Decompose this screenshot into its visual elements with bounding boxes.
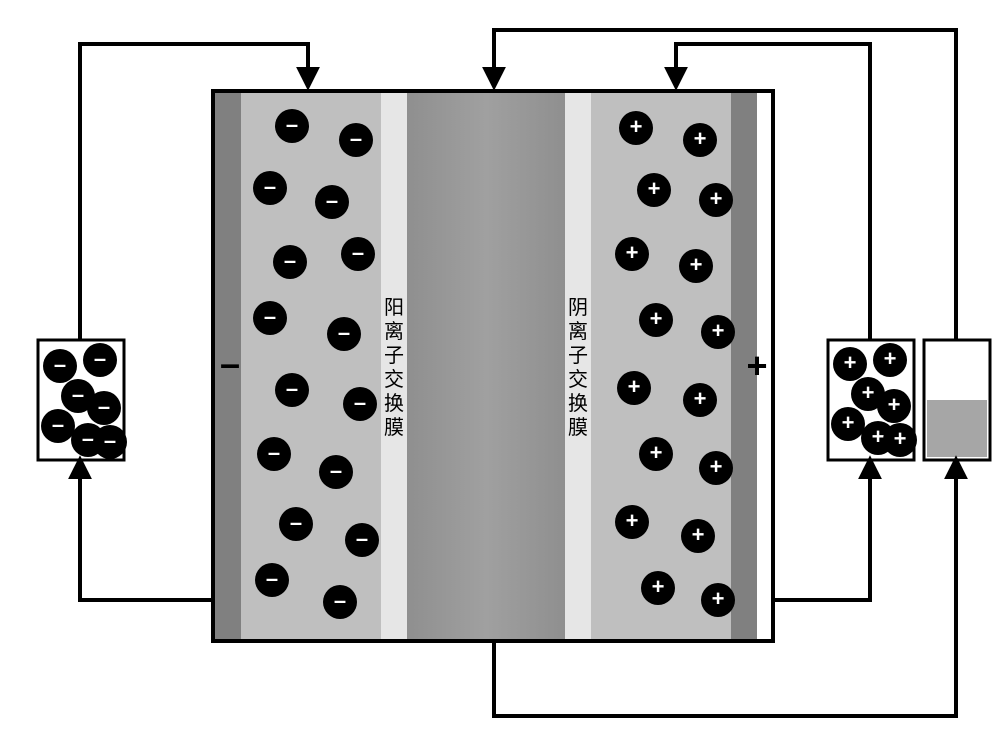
svg-text:+: + [710,186,723,211]
anion-6: – [253,301,287,335]
cation-0: + [619,111,653,145]
svg-text:–: – [326,188,338,213]
svg-text:–: – [52,412,64,437]
cation-2: + [637,173,671,207]
svg-text:–: – [266,566,278,591]
anion-8: – [275,373,309,407]
svg-text:+: + [888,392,901,417]
cation-10: + [639,437,673,471]
svg-text:+: + [694,126,707,151]
svg-text:–: – [352,240,364,265]
mid-tank-ion-3: + [831,407,865,441]
svg-text:–: – [334,588,346,613]
cation-15: + [701,583,735,617]
mid-tank-ion-6: + [883,423,917,457]
mid-tank-ion-4: + [877,389,911,423]
cation-12: + [615,505,649,539]
svg-text:+: + [872,424,885,449]
svg-text:–: – [338,320,350,345]
pipe-3 [773,460,870,600]
left-tank-ion-6: – [93,425,127,459]
svg-text:+: + [650,306,663,331]
svg-text:–: – [82,426,94,451]
left-tank-ion-0: – [43,349,77,383]
mid-tank-ion-1: + [873,343,907,377]
svg-text:+: + [712,318,725,343]
anion-10: – [257,437,291,471]
svg-text:+: + [844,350,857,375]
anion-2: – [253,171,287,205]
svg-text:+: + [842,410,855,435]
svg-text:–: – [330,458,342,483]
svg-text:+: + [712,586,725,611]
svg-text:+: + [694,386,707,411]
left-tank-ion-4: – [87,391,121,425]
anion-3: – [315,185,349,219]
svg-text:+: + [692,522,705,547]
anion-11: – [319,455,353,489]
svg-text:+: + [630,114,643,139]
svg-text:+: + [710,454,723,479]
svg-text:–: – [94,346,106,371]
plus-sign: + [746,345,767,386]
svg-text:–: – [290,510,302,535]
svg-text:+: + [652,574,665,599]
svg-text:–: – [354,390,366,415]
svg-text:+: + [628,374,641,399]
svg-text:–: – [72,382,84,407]
svg-text:–: – [286,376,298,401]
svg-text:+: + [648,176,661,201]
anion-12: – [279,507,313,541]
anion-1: – [339,123,373,157]
cation-5: + [679,249,713,283]
svg-text:–: – [268,440,280,465]
svg-text:+: + [884,346,897,371]
anion-13: – [345,523,379,557]
svg-text:–: – [104,428,116,453]
diagram-stage: 阳离子交换膜阴离子交换膜–+––––––––––––––––++++++++++… [0,0,1000,754]
anion-9: – [343,387,377,421]
cation-14: + [641,571,675,605]
anion-0: – [275,109,309,143]
cation-3: + [699,183,733,217]
center-chamber [407,93,565,639]
anion-4: – [273,245,307,279]
svg-text:–: – [264,174,276,199]
right-tank-liquid [927,400,987,457]
svg-text:+: + [894,426,907,451]
svg-text:–: – [286,112,298,137]
left-tank-ion-1: – [83,343,117,377]
svg-text:+: + [626,508,639,533]
cation-7: + [701,315,735,349]
svg-text:+: + [862,380,875,405]
anion-14: – [255,563,289,597]
cation-11: + [699,451,733,485]
svg-text:–: – [54,352,66,377]
svg-text:–: – [284,248,296,273]
svg-text:–: – [264,304,276,329]
svg-text:–: – [98,394,110,419]
cation-6: + [639,303,673,337]
anion-5: – [341,237,375,271]
minus-sign: – [220,343,240,384]
cation-4: + [615,237,649,271]
pipe-1 [80,460,213,600]
cation-9: + [683,383,717,417]
svg-text:–: – [350,126,362,151]
cation-1: + [683,123,717,157]
svg-text:+: + [650,440,663,465]
cation-8: + [617,371,651,405]
svg-text:+: + [690,252,703,277]
svg-text:–: – [356,526,368,551]
cation-13: + [681,519,715,553]
anion-15: – [323,585,357,619]
left-tank-ion-3: – [41,409,75,443]
svg-text:+: + [626,240,639,265]
mid-tank-ion-0: + [833,347,867,381]
anion-7: – [327,317,361,351]
